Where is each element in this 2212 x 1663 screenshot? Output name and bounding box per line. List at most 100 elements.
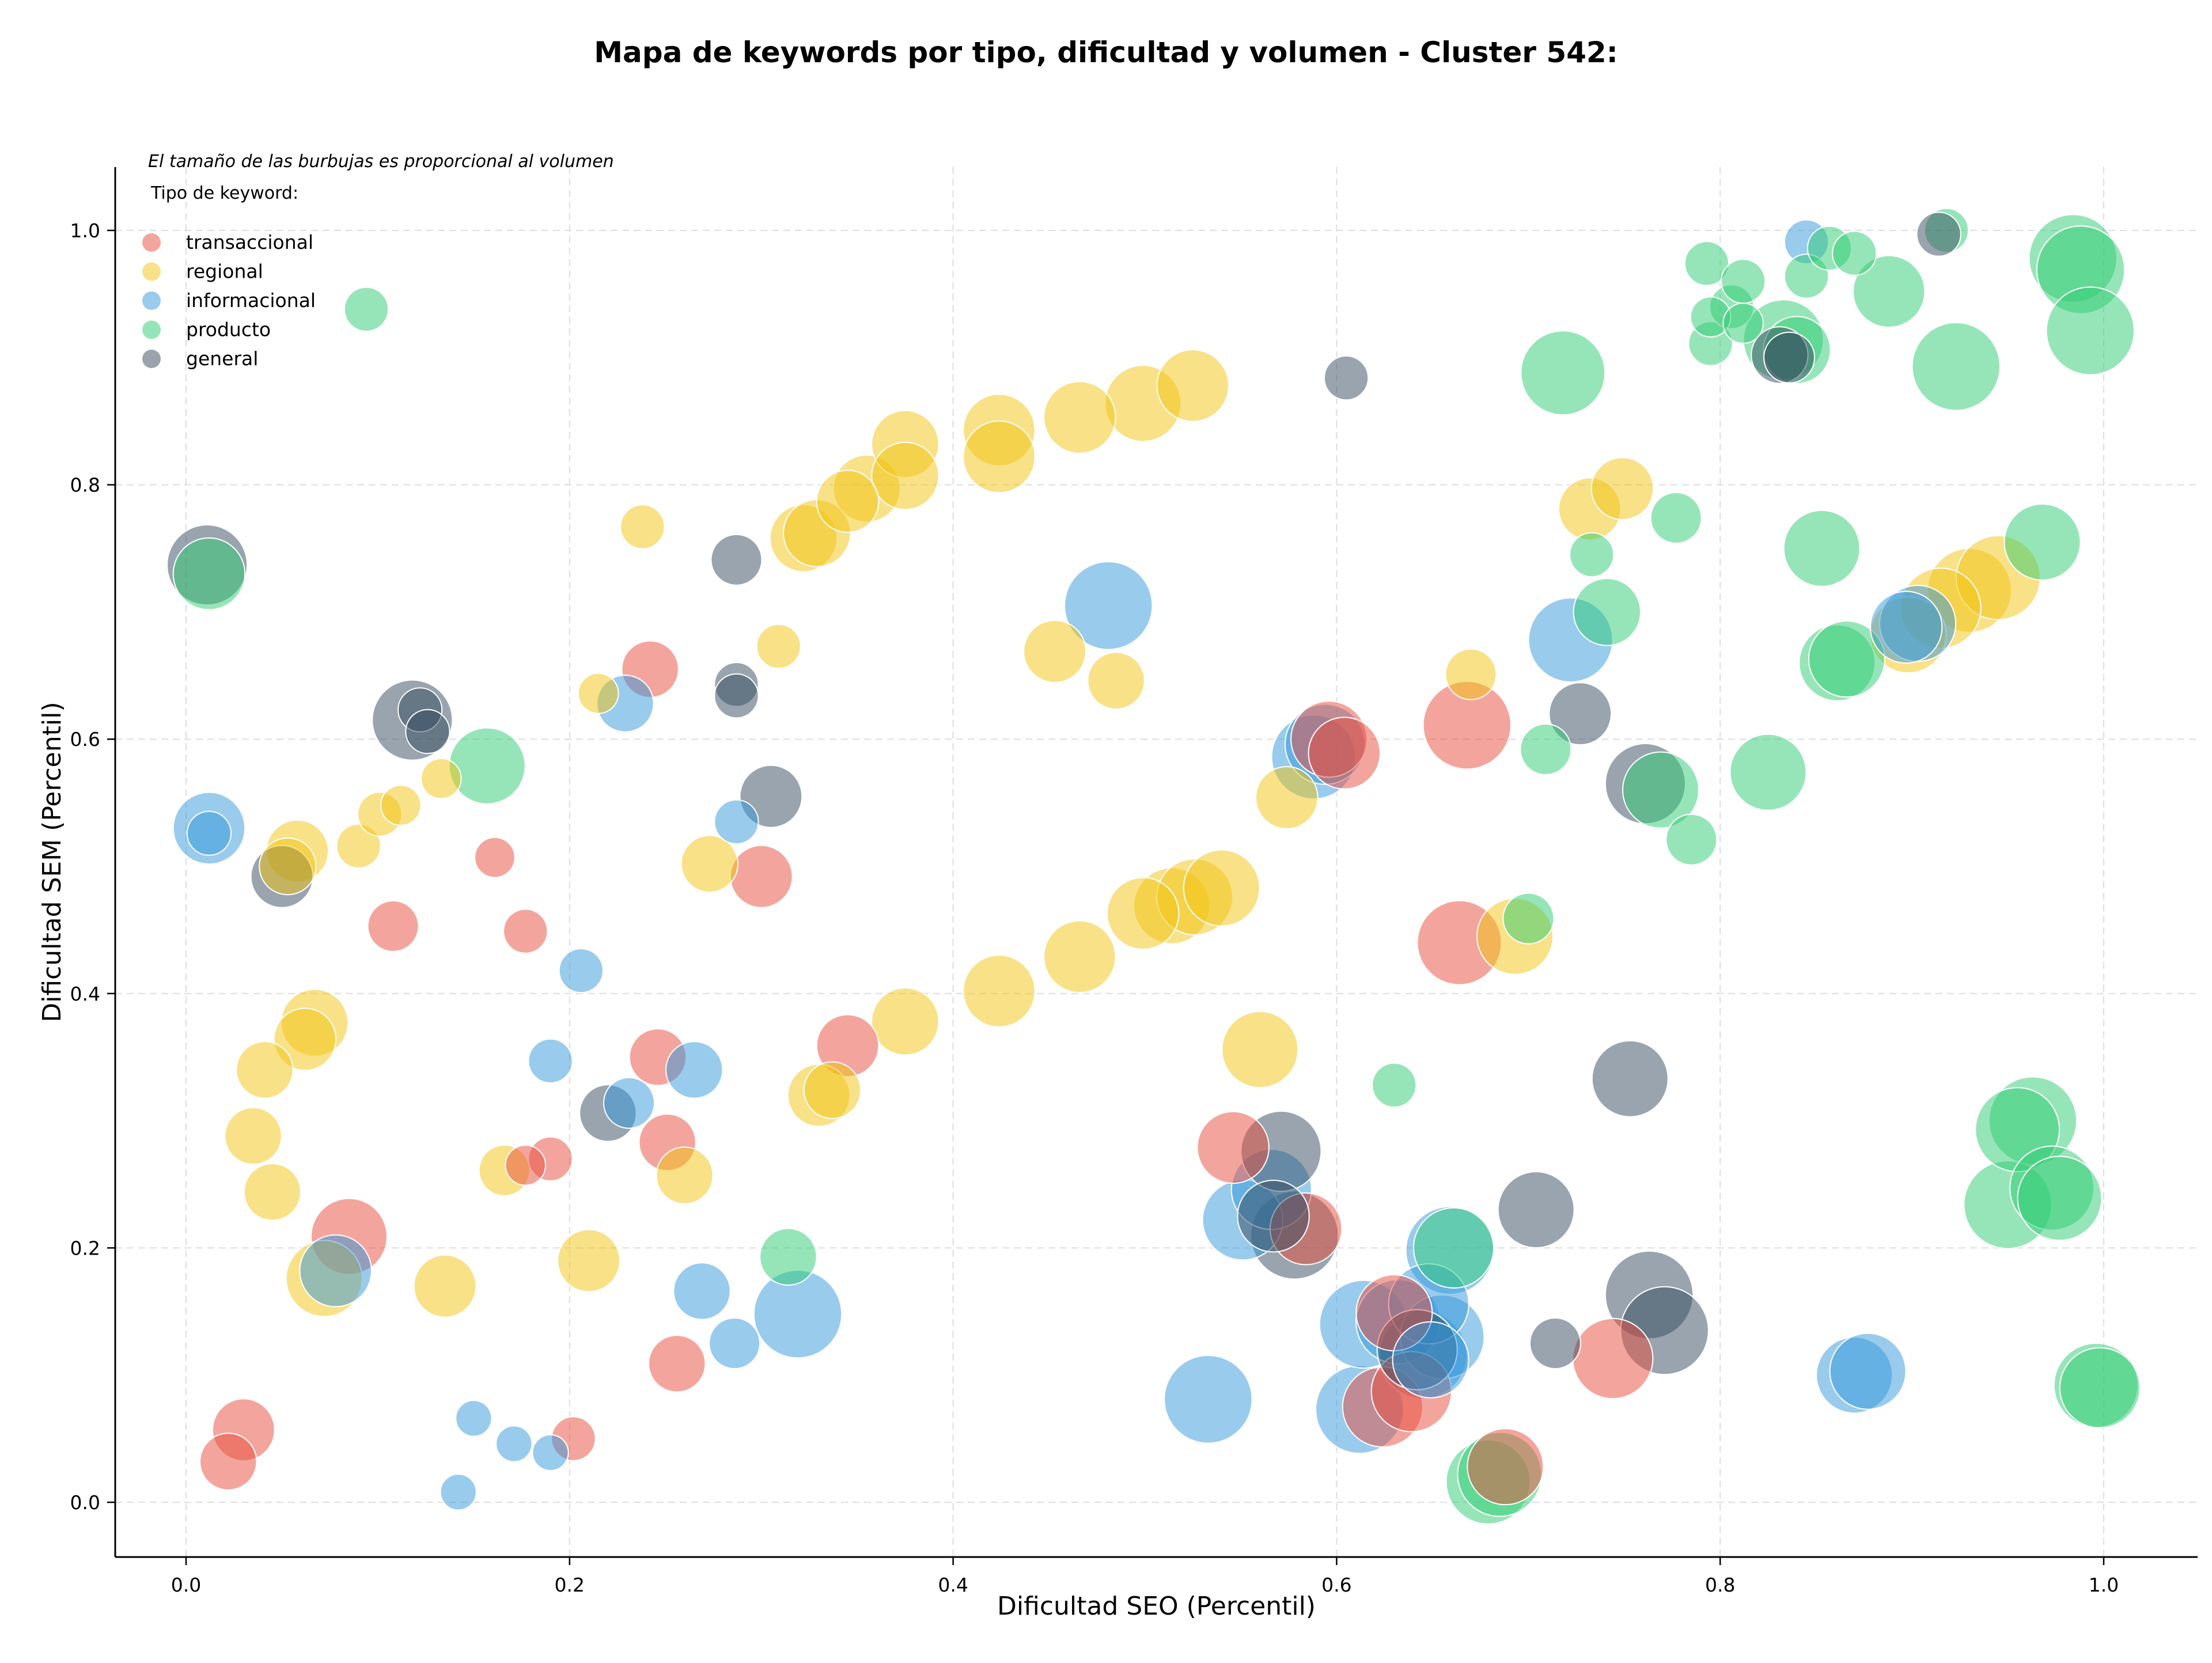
bubble-regional	[557, 1229, 620, 1293]
legend-label-informacional: informacional	[186, 289, 316, 312]
bubble-producto	[759, 1228, 817, 1286]
bubble-general	[1497, 1171, 1575, 1249]
bubble-general	[1916, 211, 1961, 257]
x-tick-label: 1.0	[2089, 1574, 2119, 1596]
bubble-regional	[380, 785, 422, 826]
bubble-informacional	[558, 948, 604, 994]
bubble-regional	[1445, 648, 1497, 700]
bubble-producto	[1852, 255, 1926, 328]
bubble-informacional	[186, 810, 232, 856]
bubble-regional	[871, 987, 940, 1056]
bubble-regional	[803, 1061, 862, 1119]
bubble-regional	[816, 469, 880, 533]
bubble-regional	[273, 1007, 337, 1071]
bubble-regional	[1106, 877, 1180, 950]
legend-label-general: general	[186, 347, 258, 370]
bubble-transaccional	[1467, 1428, 1544, 1506]
bubble-transaccional	[199, 1433, 257, 1491]
bubble-producto	[1412, 1207, 1495, 1289]
x-tick-label: 0.6	[1321, 1574, 1351, 1596]
bubble-general	[714, 673, 759, 719]
legend-title: Tipo de keyword:	[150, 183, 298, 203]
bubble-informacional	[1064, 561, 1153, 650]
bubble-transaccional	[503, 908, 548, 954]
bubble-general	[405, 709, 450, 755]
y-tick-label: 0.8	[70, 474, 100, 497]
bubble-producto	[1684, 241, 1730, 286]
bubble-general	[710, 533, 763, 586]
bubble-producto	[2059, 1347, 2141, 1429]
legend-label-transaccional: transaccional	[186, 231, 313, 253]
bubble-producto	[1721, 259, 1766, 304]
bubble-transaccional	[729, 844, 793, 908]
bubble-regional	[871, 441, 940, 510]
y-tick-label: 0.0	[70, 1491, 100, 1514]
y-tick-label: 1.0	[70, 219, 100, 242]
bubble-producto	[1520, 330, 1606, 416]
bubble-transaccional	[367, 900, 419, 952]
bubble-producto	[1372, 1062, 1417, 1108]
bubble-producto	[2003, 503, 2081, 581]
bubble-informacional	[665, 1041, 724, 1099]
y-axis-label: Dificultad SEM (Percentil)	[37, 702, 67, 1022]
bubble-regional	[1043, 381, 1116, 454]
bubble-transaccional	[474, 836, 516, 878]
bubble-producto	[343, 286, 389, 332]
bubble-general	[1237, 1179, 1310, 1253]
bubble-informacional	[709, 1317, 761, 1369]
bubble-producto	[1808, 620, 1885, 698]
bubble-regional	[577, 672, 619, 714]
bubble-general	[1323, 355, 1369, 401]
x-tick-label: 0.2	[555, 1574, 585, 1596]
bubble-informacional	[455, 1400, 493, 1437]
bubble-transaccional	[505, 1145, 547, 1186]
size-note: El tamaño de las burbujas es proporciona…	[148, 151, 614, 172]
bubble-regional	[1087, 651, 1145, 710]
y-tick-label: 0.2	[70, 1237, 100, 1259]
bubble-informacional	[673, 1262, 731, 1320]
bubble-regional	[413, 1254, 477, 1318]
bubble-producto	[448, 727, 526, 805]
bubble-informacional	[714, 799, 759, 844]
bubble-transaccional	[1196, 1111, 1270, 1184]
legend-marker-producto	[142, 320, 161, 339]
bubble-informacional	[1164, 1354, 1253, 1444]
bubble-regional	[1183, 849, 1260, 927]
bubble-producto	[1520, 723, 1572, 775]
bubble-regional	[236, 1041, 294, 1099]
bubble-regional	[1590, 457, 1654, 521]
bubble-transaccional	[1572, 1317, 1654, 1400]
x-tick-label: 0.4	[938, 1574, 968, 1596]
bubble-general	[1763, 331, 1816, 384]
x-axis-label: Dificultad SEO (Percentil)	[997, 1592, 1316, 1621]
bubble-informacional	[1869, 590, 1943, 664]
bubble-regional	[1221, 1010, 1299, 1088]
bubble-regional	[243, 1163, 301, 1221]
bubble-informacional	[528, 1038, 573, 1084]
bubble-producto	[1502, 892, 1555, 945]
bubble-producto	[1569, 532, 1615, 578]
legend-label-producto: producto	[186, 319, 271, 341]
x-tick-label: 0.8	[1705, 1574, 1735, 1596]
bubble-informacional	[1829, 1332, 1907, 1410]
bubble-regional	[656, 1146, 714, 1204]
y-tick-label: 0.4	[70, 983, 100, 1005]
bubble-regional	[420, 757, 462, 800]
bubble-regional	[756, 623, 801, 669]
bubble-producto	[2017, 1156, 2103, 1241]
bubble-informacional	[1392, 1321, 1469, 1399]
tick-marks	[107, 229, 2105, 1565]
bubble-producto	[1911, 322, 2001, 411]
bubble-transaccional	[1308, 717, 1381, 790]
bubbles	[166, 207, 2141, 1525]
legend: transaccional regional informacional produc…	[142, 231, 316, 370]
bubble-regional	[1043, 920, 1116, 993]
bubble-producto	[1722, 302, 1764, 344]
bubble-informacional	[440, 1473, 477, 1511]
bubble-informacional	[299, 1234, 372, 1308]
bubble-regional	[1023, 619, 1086, 683]
bubble-regional	[1156, 349, 1229, 422]
legend-marker-informacional	[142, 291, 161, 310]
x-tick-label: 0.0	[171, 1574, 201, 1596]
